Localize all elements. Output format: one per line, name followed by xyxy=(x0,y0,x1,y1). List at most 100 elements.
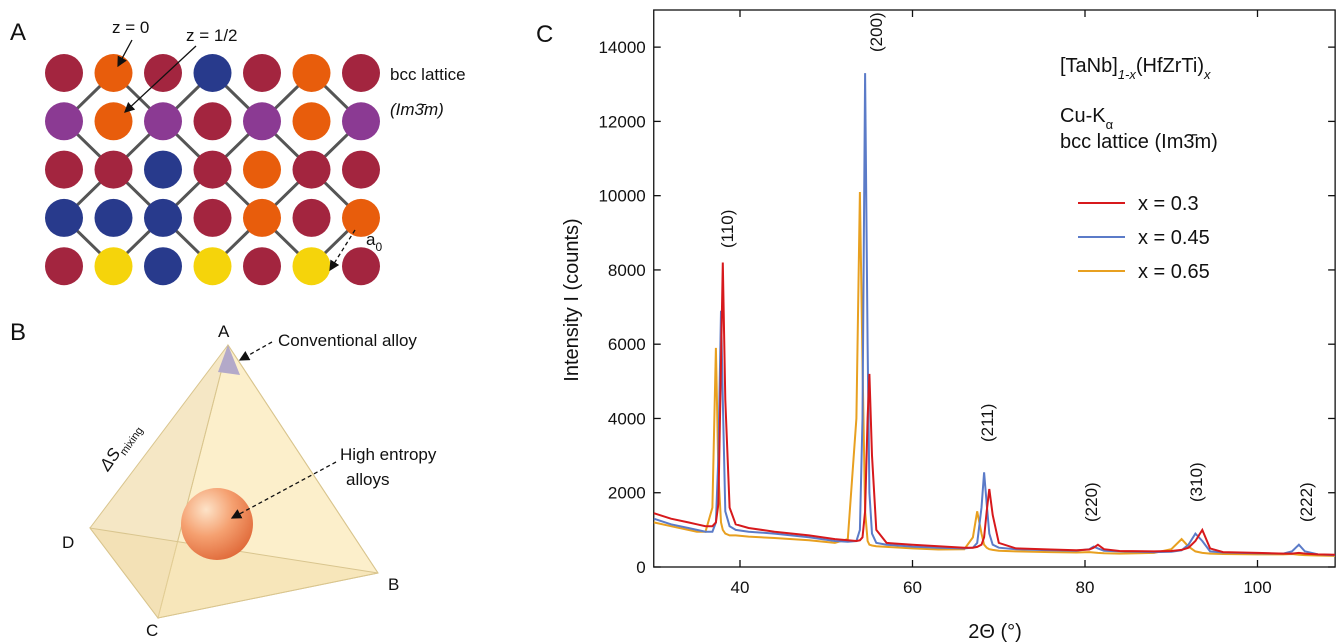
atom xyxy=(243,198,281,237)
atom xyxy=(94,54,133,92)
title-sub: x xyxy=(1203,67,1211,82)
y-tick-label: 2000 xyxy=(608,484,646,503)
series-line xyxy=(653,73,1336,557)
hea-label: alloys xyxy=(346,470,389,489)
peak-label: (110) xyxy=(718,210,737,248)
a0-sub: 0 xyxy=(375,240,382,254)
vertex-label: D xyxy=(62,533,74,552)
hea-label: High entropy xyxy=(340,445,437,464)
y-tick-label: 4000 xyxy=(608,409,646,428)
arrow xyxy=(117,39,133,68)
y-tick-label: 0 xyxy=(636,558,645,577)
y-tick-label: 12000 xyxy=(598,112,645,131)
atom xyxy=(342,247,380,286)
lattice: bcc lattice (Im3̄m) xyxy=(1060,131,1218,153)
atom xyxy=(144,54,182,92)
vertex-label: C xyxy=(146,621,158,640)
hea-sphere xyxy=(181,488,253,560)
panel-c: C [TaNb]1-x(HfZrTi)x Cu-Kα bcc lattice (… xyxy=(536,9,1336,642)
atom xyxy=(193,54,232,92)
panel-label: A xyxy=(10,19,26,46)
atom xyxy=(193,198,232,237)
atom xyxy=(144,247,182,286)
panel-b: B A B C D Conventional alloy High entrop… xyxy=(10,319,437,640)
atom xyxy=(144,198,182,237)
atom xyxy=(45,150,83,189)
legend-label: x = 0.65 xyxy=(1138,261,1210,283)
atom xyxy=(243,247,281,286)
panel-label: B xyxy=(10,319,26,346)
peak-label: (222) xyxy=(1297,482,1316,522)
atom xyxy=(342,54,380,92)
atom xyxy=(292,54,331,92)
chart-title: [TaNb]1-x(HfZrTi)x xyxy=(1060,55,1211,82)
legend-label: x = 0.45 xyxy=(1138,227,1210,249)
atom xyxy=(45,247,83,286)
y-axis-label: Intensity I (counts) xyxy=(561,218,583,381)
arrow xyxy=(329,229,356,272)
vertex-label: A xyxy=(218,322,230,341)
x-tick-label: 60 xyxy=(903,578,922,597)
panel-label: C xyxy=(536,21,553,48)
lattice-label: bcc lattice xyxy=(390,65,466,84)
atom xyxy=(94,150,133,189)
source-main: Cu-K xyxy=(1060,105,1106,127)
title-part: (HfZrTi) xyxy=(1136,55,1204,77)
panel-a: A z = 0 z = 1/2 bcc lattice (Im3̄m) a0 xyxy=(10,18,466,286)
atom xyxy=(45,198,83,237)
peak-label: (310) xyxy=(1187,462,1206,502)
x-tick-label: 100 xyxy=(1243,578,1271,597)
atom xyxy=(193,150,232,189)
atom xyxy=(292,102,331,141)
atom xyxy=(94,198,133,237)
atom xyxy=(292,198,331,237)
atom xyxy=(94,247,133,286)
x-tick-label: 40 xyxy=(731,578,750,597)
source-sub: α xyxy=(1106,117,1114,132)
peak-label: (200) xyxy=(867,12,886,52)
x-tick-label: 80 xyxy=(1076,578,1095,597)
conventional-label: Conventional alloy xyxy=(278,331,417,350)
arrow xyxy=(230,461,337,519)
title-sub: 1-x xyxy=(1118,67,1137,82)
series-line xyxy=(653,262,1336,556)
entropy-sub: mixing xyxy=(118,425,146,458)
atom xyxy=(193,247,232,286)
a0-label: a0 xyxy=(366,230,382,254)
y-tick-label: 8000 xyxy=(608,261,646,280)
y-tick-label: 10000 xyxy=(598,187,645,206)
atom xyxy=(243,102,281,141)
atom xyxy=(144,150,182,189)
atom xyxy=(342,198,380,237)
arrow xyxy=(238,341,273,361)
vertex-label: B xyxy=(388,575,399,594)
space-group: (Im3̄m) xyxy=(390,100,444,119)
atom xyxy=(342,102,380,141)
conventional-region xyxy=(218,345,240,375)
atom xyxy=(292,247,331,286)
atom xyxy=(342,150,380,189)
plot-frame xyxy=(653,9,1336,568)
a0-main: a xyxy=(366,230,376,249)
source: Cu-Kα xyxy=(1060,105,1114,132)
atom xyxy=(94,102,133,141)
atom xyxy=(45,102,83,141)
x-axis-label: 2Θ (°) xyxy=(968,621,1022,642)
arrow xyxy=(124,45,197,113)
peak-label: (220) xyxy=(1082,482,1101,522)
series-line xyxy=(653,191,1336,557)
zhalf-label: z = 1/2 xyxy=(186,26,238,45)
legend-label: x = 0.3 xyxy=(1138,193,1199,215)
atom xyxy=(243,54,281,92)
edge xyxy=(227,344,379,574)
y-tick-label: 6000 xyxy=(608,335,646,354)
atom xyxy=(292,150,331,189)
z0-label: z = 0 xyxy=(112,18,149,37)
peak-label: (211) xyxy=(978,404,997,442)
atom xyxy=(45,54,83,92)
y-tick-label: 14000 xyxy=(598,38,645,57)
atom xyxy=(144,102,182,141)
atom xyxy=(193,102,232,141)
